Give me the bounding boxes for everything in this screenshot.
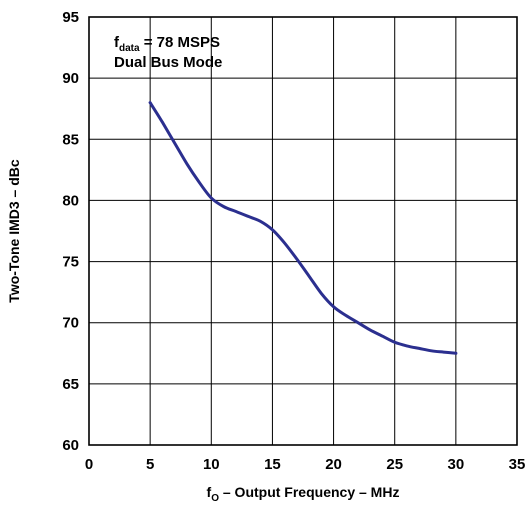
y-tick-label-6: 90 bbox=[62, 70, 79, 87]
x-tick-label-4: 20 bbox=[325, 456, 342, 473]
grid bbox=[88, 16, 518, 446]
x-tick-label-0: 0 bbox=[85, 456, 93, 473]
y-axis-title: Two-Tone IMD3 – dBc bbox=[6, 159, 22, 303]
y-tick-label-0: 60 bbox=[62, 437, 79, 454]
x-tick-label-7: 35 bbox=[509, 456, 526, 473]
series-line bbox=[148, 101, 458, 355]
x-tick-label-6: 30 bbox=[448, 456, 465, 473]
y-tick-label-2: 70 bbox=[62, 315, 79, 332]
x-axis-title: fO – Output Frequency – MHz bbox=[207, 484, 400, 504]
y-tick-label-5: 85 bbox=[62, 131, 79, 148]
annotation-line-1: fdata = 78 MSPS bbox=[114, 34, 220, 54]
y-tick-label-7: 95 bbox=[62, 9, 79, 26]
y-tick-labels: 60 65 70 75 80 85 90 95 bbox=[62, 9, 79, 454]
plot-frame bbox=[88, 16, 518, 446]
annotation-line-2: Dual Bus Mode bbox=[114, 54, 222, 71]
x-tick-labels: 0 5 10 15 20 25 30 35 bbox=[85, 456, 526, 473]
x-tick-label-5: 25 bbox=[386, 456, 403, 473]
x-tick-label-3: 15 bbox=[264, 456, 281, 473]
x-tick-label-2: 10 bbox=[203, 456, 220, 473]
x-tick-label-1: 5 bbox=[146, 456, 154, 473]
y-tick-label-3: 75 bbox=[62, 254, 79, 271]
y-tick-label-1: 65 bbox=[62, 376, 79, 393]
y-tick-label-4: 80 bbox=[62, 192, 79, 209]
